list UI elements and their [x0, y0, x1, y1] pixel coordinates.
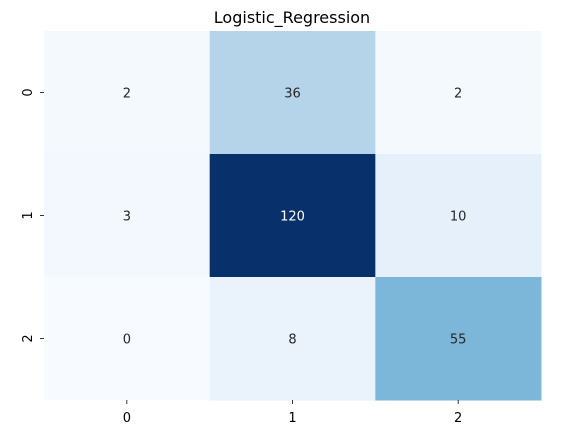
heatmap-cell-r1-c1 [209, 154, 376, 278]
cell-value-label: 120 [280, 210, 305, 225]
x-tick-label: 0 [123, 411, 131, 426]
heatmap-cell-r0-c0 [44, 31, 211, 155]
cell-value-label: 55 [450, 333, 467, 348]
heatmap-cell-r0-c1 [209, 31, 376, 155]
cell-value-label: 3 [123, 210, 131, 225]
heatmap-cell-r2-c0 [44, 277, 211, 401]
y-tick-label: 0 [21, 88, 36, 96]
cell-value-label: 36 [284, 87, 301, 102]
y-tick-label: 2 [21, 334, 36, 342]
heatmap-cell-r2-c2 [375, 277, 542, 401]
cell-value-label: 0 [123, 333, 131, 348]
heatmap-cell-r2-c1 [209, 277, 376, 401]
chart-title: Logistic_Regression [214, 8, 370, 28]
y-tick-label: 1 [21, 211, 36, 219]
heatmap-cells: 2 36 2 3 120 10 0 8 55 [44, 31, 542, 401]
cell-value-label: 8 [288, 333, 296, 348]
heatmap-cell-r1-c2 [375, 154, 542, 278]
x-tick-label: 1 [288, 411, 296, 426]
heatmap-cell-r1-c0 [44, 154, 211, 278]
cell-value-label: 10 [450, 210, 467, 225]
x-axis: 0 1 2 [123, 400, 462, 426]
cell-value-label: 2 [123, 87, 131, 102]
heatmap-cell-r0-c2 [375, 31, 542, 155]
cell-value-label: 2 [454, 87, 462, 102]
x-tick-label: 2 [454, 411, 462, 426]
y-axis: 0 1 2 [21, 88, 44, 343]
